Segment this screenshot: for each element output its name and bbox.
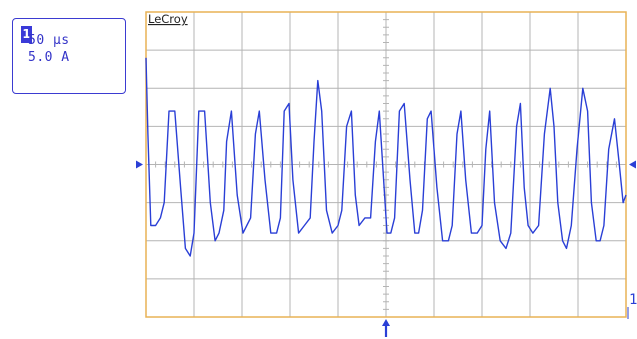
marker-layer: 1 (136, 160, 637, 337)
timebase-label: 50 µs (28, 33, 70, 48)
vertical-scale-label: 5.0 A (28, 50, 70, 65)
channel-descriptor-box[interactable]: 1 50 µs 5.0 A (12, 18, 126, 94)
graticule-border (145, 11, 627, 318)
trace-layer (145, 57, 627, 257)
channel-number-tag: 1 (21, 26, 32, 43)
trace-ground-marker-label: 1 (629, 292, 637, 308)
trigger-time-marker-head (382, 319, 390, 326)
waveform-trace (145, 57, 627, 257)
trigger-level-marker-left (136, 160, 143, 169)
graticule-center-ticks (145, 11, 627, 318)
trigger-level-marker-right (629, 160, 636, 169)
brand-logo-text: LeCroy (148, 12, 188, 26)
